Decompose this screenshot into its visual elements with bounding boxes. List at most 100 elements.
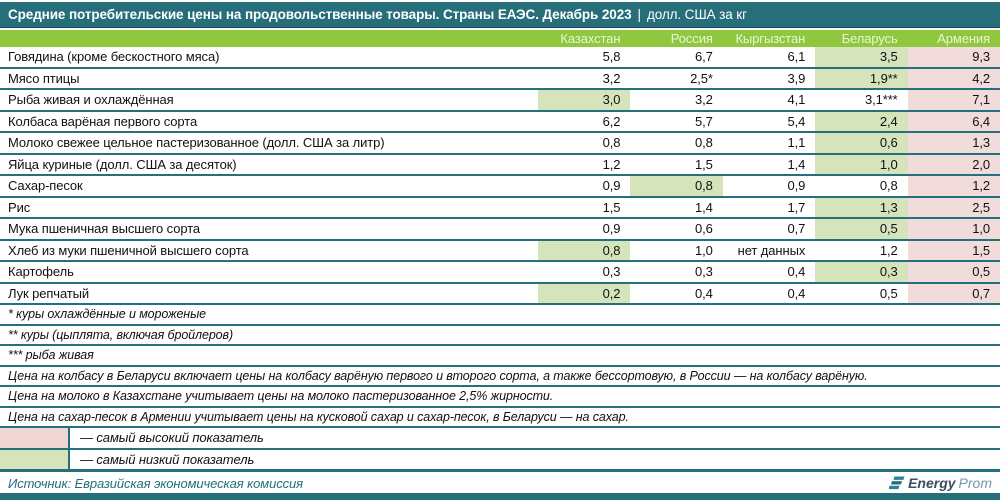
product-cell: Хлеб из муки пшеничной высшего сорта [8, 242, 249, 258]
value-cell: 0,6 [695, 221, 713, 237]
value-cell: 7,1 [907, 90, 1000, 110]
product-cell: Лук репчатый [8, 285, 90, 301]
legend-high-row: — самый высокий показатель [0, 428, 1000, 450]
value-cell: 1,5 [695, 156, 713, 172]
energyprom-logo: Energy Prom [889, 475, 992, 491]
value-cell: 9,3 [907, 47, 1000, 67]
value-cell: 2,0 [907, 154, 1000, 174]
value-cell: 2,4 [815, 111, 908, 131]
legend-high-label: — самый высокий показатель [80, 430, 264, 446]
table-row: Мясо птицы 3,2 2,5* 3,9 1,9** 4,2 [0, 68, 1000, 90]
footnote-row: ** куры (цыплята, включая бройлеров) [0, 326, 1000, 346]
page-title: Средние потребительские цены на продовол… [8, 7, 632, 22]
table-row: Сахар-песок 0,9 0,8 0,9 0,8 1,2 [0, 176, 1000, 198]
value-cell: нет данных [737, 242, 806, 258]
value-cell: 1,2 [602, 156, 621, 172]
value-cell: 2,5 [907, 197, 1000, 217]
value-cell: 4,2 [907, 68, 1000, 88]
legend-low-swatch [0, 449, 70, 469]
value-cell: 1,0 [695, 242, 713, 258]
value-cell: 6,7 [695, 49, 713, 65]
legend-low-row: — самый низкий показатель [0, 449, 1000, 472]
value-cell: 1,0 [907, 219, 1000, 239]
table-row: Рис 1,5 1,4 1,7 1,3 2,5 [0, 197, 1000, 219]
column-header-kyrgyzstan: Кыргызстан [735, 31, 806, 46]
value-cell: 5,4 [787, 113, 806, 129]
table-row: Лук репчатый 0,2 0,4 0,4 0,5 0,7 [0, 283, 1000, 305]
value-cell: 1,2 [879, 242, 898, 258]
value-cell: 1,2 [907, 176, 1000, 196]
title-divider: | [637, 7, 642, 22]
column-header-belarus: Беларусь [841, 31, 898, 46]
value-cell: 0,3 [602, 264, 621, 280]
value-cell: 0,9 [602, 221, 621, 237]
value-cell: 3,9 [787, 70, 806, 86]
title-unit: долл. США за кг [646, 7, 747, 22]
value-cell: 1,1 [787, 135, 806, 151]
bottom-bar [0, 493, 1000, 500]
footnote-text: ** куры (цыплята, включая бройлеров) [8, 327, 234, 342]
product-cell: Колбаса варёная первого сорта [8, 113, 198, 129]
value-cell: 0,8 [695, 135, 713, 151]
note-text: Цена на сахар-песок в Армении учитывает … [8, 409, 629, 424]
table-row: Рыба живая и охлаждённая 3,0 3,2 4,1 3,1… [0, 90, 1000, 112]
note-text: Цена на колбасу в Беларуси включает цены… [8, 368, 868, 383]
value-cell: 0,2 [538, 283, 631, 303]
value-cell: 1,4 [787, 156, 806, 172]
source-text: Источник: Евразийская экономическая коми… [8, 475, 303, 491]
footnote-row: *** рыба живая [0, 346, 1000, 367]
note-row: Цена на сахар-песок в Армении учитывает … [0, 408, 1000, 428]
value-cell: 0,4 [695, 285, 713, 301]
value-cell: 3,5 [815, 47, 908, 67]
product-cell: Мясо птицы [8, 70, 80, 86]
logo-text-bold: Energy [908, 475, 956, 491]
value-cell: 5,8 [602, 49, 621, 65]
value-cell: 1,7 [787, 199, 806, 215]
legend-high-swatch [0, 428, 70, 448]
value-cell: 3,2 [695, 92, 713, 108]
value-cell: 1,4 [695, 199, 713, 215]
value-cell: 2,5* [690, 70, 713, 86]
value-cell: 6,1 [787, 49, 806, 65]
table-row: Молоко свежее цельное пастеризованное (д… [0, 133, 1000, 155]
value-cell: 0,8 [879, 178, 898, 194]
value-cell: 3,1*** [864, 92, 898, 108]
value-cell: 0,3 [695, 264, 713, 280]
value-cell: 0,8 [602, 135, 621, 151]
title-bar: Средние потребительские цены на продовол… [0, 2, 1000, 28]
product-cell: Молоко свежее цельное пастеризованное (д… [8, 135, 385, 151]
value-cell: 1,3 [907, 133, 1000, 153]
value-cell: 0,5 [815, 219, 908, 239]
legend-low-label: — самый низкий показатель [80, 451, 255, 467]
table-row: Картофель 0,3 0,3 0,4 0,3 0,5 [0, 262, 1000, 284]
product-cell: Мука пшеничная высшего сорта [8, 221, 201, 237]
column-header-row: Казахстан Россия Кыргызстан Беларусь Арм… [0, 30, 1000, 47]
energyprom-icon [889, 476, 905, 490]
table-row: Колбаса варёная первого сорта 6,2 5,7 5,… [0, 111, 1000, 133]
footnote-row: * куры охлаждённые и мороженые [0, 305, 1000, 326]
value-cell: 0,4 [787, 285, 806, 301]
value-cell: 1,3 [815, 197, 908, 217]
table-row: Яйца куриные (долл. США за десяток) 1,2 … [0, 154, 1000, 176]
table-row: Мука пшеничная высшего сорта 0,9 0,6 0,7… [0, 219, 1000, 241]
value-cell: 0,5 [907, 262, 1000, 282]
value-cell: 5,7 [695, 113, 713, 129]
value-cell: 0,5 [879, 285, 898, 301]
value-cell: 0,8 [538, 240, 631, 260]
logo-text-light: Prom [958, 475, 992, 491]
value-cell: 0,8 [630, 176, 723, 196]
table-row: Говядина (кроме бескостного мяса) 5,8 6,… [0, 47, 1000, 69]
product-cell: Говядина (кроме бескостного мяса) [8, 49, 220, 65]
product-cell: Рис [8, 199, 31, 215]
product-cell: Сахар-песок [8, 178, 83, 194]
column-header-russia: Россия [670, 31, 713, 46]
value-cell: 0,9 [602, 178, 621, 194]
value-cell: 1,0 [815, 154, 908, 174]
value-cell: 3,0 [538, 90, 631, 110]
value-cell: 0,6 [815, 133, 908, 153]
product-cell: Яйца куриные (долл. США за десяток) [8, 156, 237, 172]
value-cell: 6,2 [602, 113, 621, 129]
note-row: Цена на колбасу в Беларуси включает цены… [0, 367, 1000, 387]
value-cell: 0,4 [787, 264, 806, 280]
